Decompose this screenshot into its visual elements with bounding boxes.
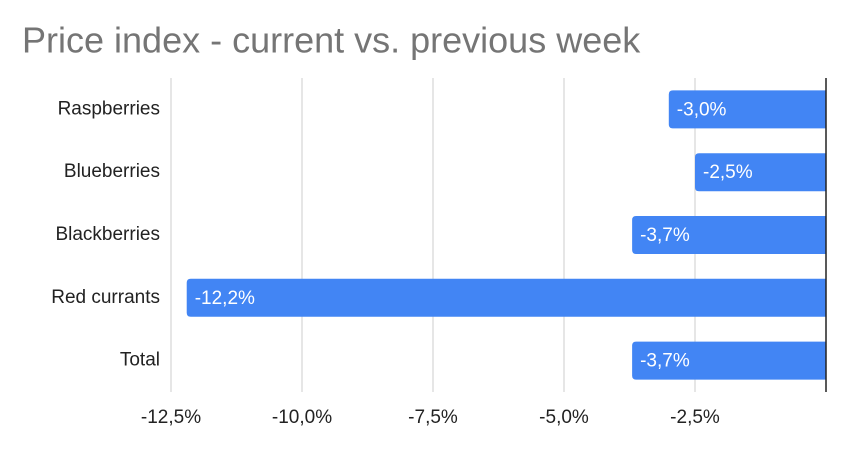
value-label: -3,0% <box>677 99 727 120</box>
y-tick-label: Total <box>120 350 160 371</box>
x-tick-label: -2,5% <box>670 407 720 428</box>
y-tick-label: Raspberries <box>58 98 160 119</box>
y-tick-label: Blackberries <box>55 224 160 245</box>
x-tick-label: -12,5% <box>141 407 201 428</box>
value-label: -2,5% <box>703 162 753 183</box>
x-tick-label: -7,5% <box>408 407 458 428</box>
value-label: -3,7% <box>640 225 690 246</box>
x-tick-label: -5,0% <box>539 407 589 428</box>
bar <box>186 278 827 317</box>
bar <box>632 341 826 380</box>
value-label: -3,7% <box>640 351 690 372</box>
bar <box>695 153 826 192</box>
x-tick-label: -10,0% <box>272 407 332 428</box>
bar <box>668 90 826 129</box>
y-tick-label: Blueberries <box>64 161 160 182</box>
bar <box>632 216 826 254</box>
y-tick-label: Red currants <box>51 287 160 308</box>
value-label: -12,2% <box>195 288 255 309</box>
chart-title: Price index - current vs. previous week <box>22 20 641 61</box>
